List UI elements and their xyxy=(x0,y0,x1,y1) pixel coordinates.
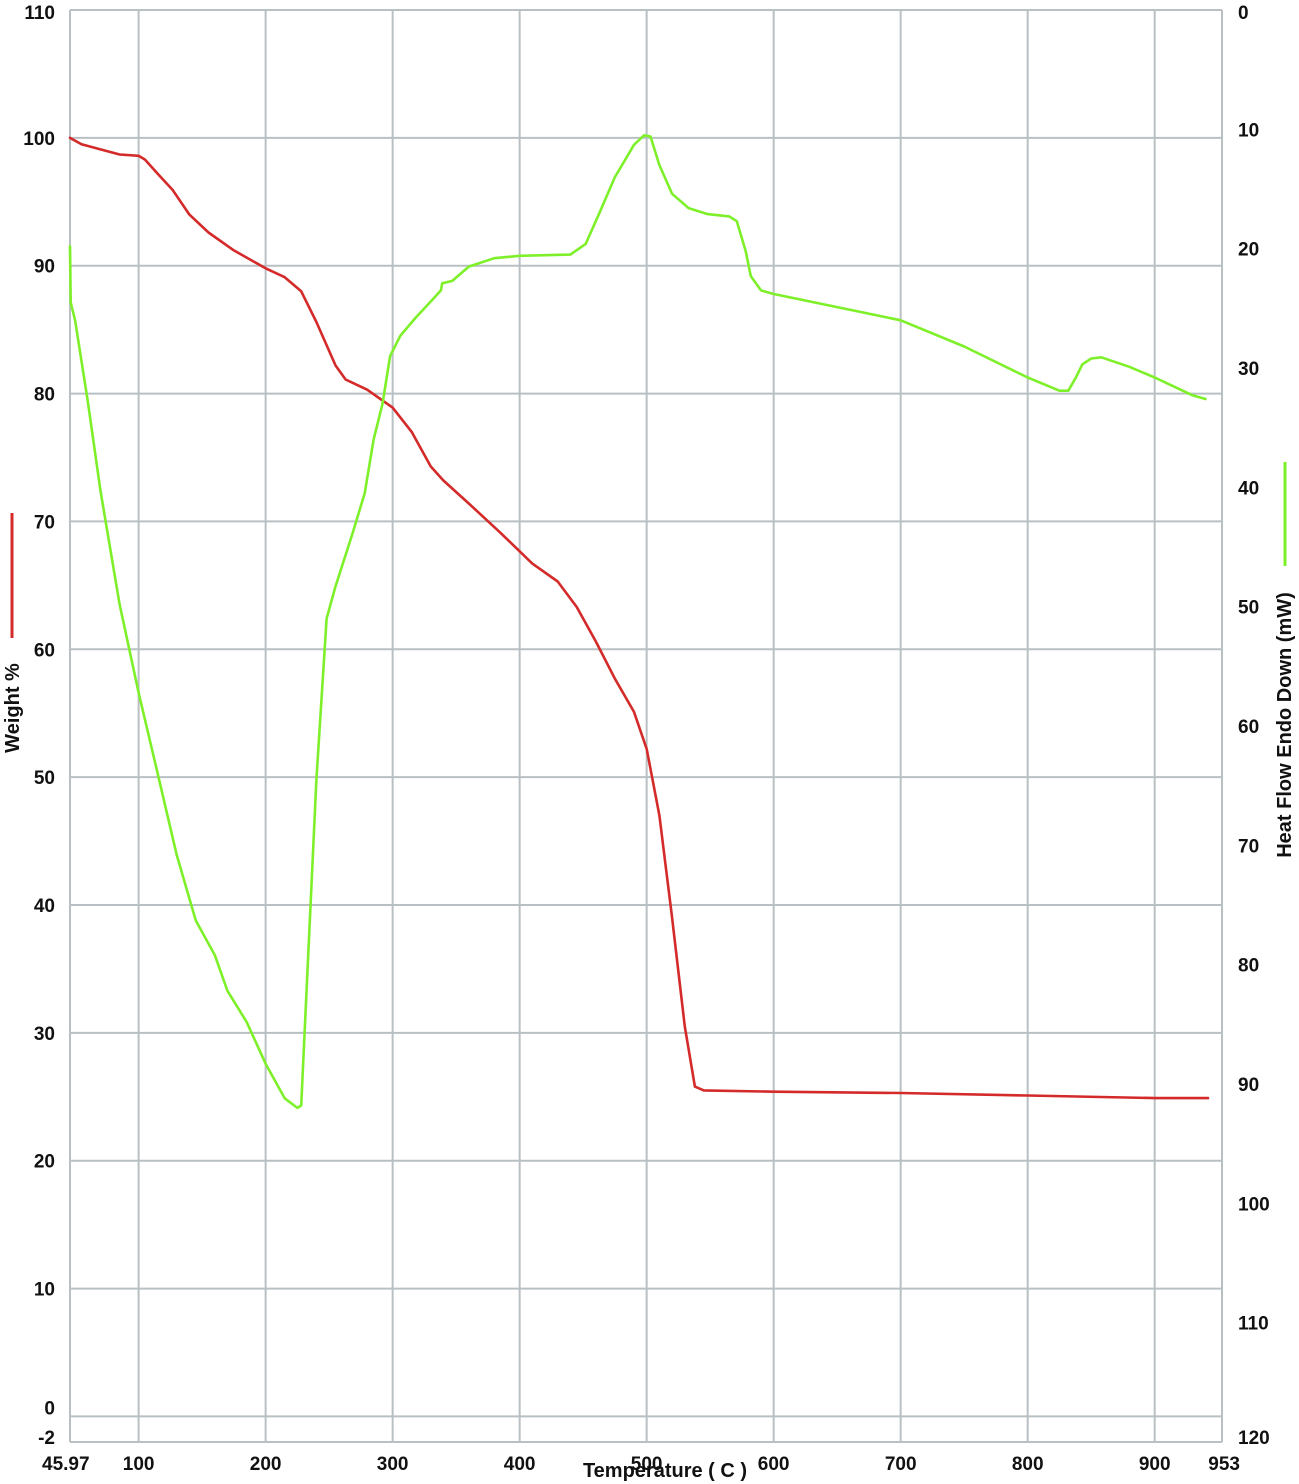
y-right-tick-label: 100 xyxy=(1238,1194,1270,1215)
x-tick-label: 800 xyxy=(1012,1454,1044,1475)
x-tick-label: 45.97 xyxy=(42,1454,90,1475)
y-left-tick-label: 0 xyxy=(44,1398,55,1419)
series-lines xyxy=(68,134,1210,1110)
x-tick-label: 600 xyxy=(758,1454,790,1475)
y-right-tick-label: 20 xyxy=(1238,240,1259,261)
y-right-tick-label: 110 xyxy=(1238,1314,1269,1335)
y-left-tick-label: 70 xyxy=(34,512,55,533)
y-right-tick-label: 70 xyxy=(1238,836,1259,857)
weight-series-line xyxy=(68,136,1210,1100)
y-right-tick-label: 90 xyxy=(1238,1075,1259,1096)
heat-flow-series-line xyxy=(68,134,1207,1110)
x-tick-label: 500 xyxy=(631,1454,663,1475)
y-right-tick-label: 60 xyxy=(1238,717,1259,738)
y-right-tick-label: 40 xyxy=(1238,478,1259,499)
x-axis-title: Temperature ( C ) xyxy=(583,1460,747,1482)
y-left-tick-label: 100 xyxy=(23,129,55,150)
y-left-tick-label: 110 xyxy=(24,3,55,24)
y-right-tick-label: 120 xyxy=(1238,1428,1270,1449)
x-tick-label: 700 xyxy=(885,1454,917,1475)
y-left-tick-label: -2 xyxy=(38,1428,55,1449)
x-tick-label: 200 xyxy=(250,1454,282,1475)
y-right-tick-label: 0 xyxy=(1238,3,1249,24)
y-left-tick-label: 50 xyxy=(34,768,55,789)
y-left-axis-title: Weight % xyxy=(2,663,24,753)
x-tick-label: 953 xyxy=(1208,1454,1240,1475)
y-left-tick-label: 10 xyxy=(34,1280,55,1301)
y-right-tick-label: 10 xyxy=(1238,120,1259,141)
tick-labels: 45.97 100 200 300 400 500 600 700 800 900 95311010… xyxy=(23,3,1269,1475)
x-tick-label: 400 xyxy=(504,1454,536,1475)
y-left-tick-label: 20 xyxy=(34,1152,55,1173)
y-right-tick-label: 50 xyxy=(1238,598,1259,619)
y-right-axis-title: Heat Flow Endo Down (mW) xyxy=(1274,592,1296,858)
x-tick-label: 300 xyxy=(377,1454,409,1475)
y-right-tick-label: 80 xyxy=(1238,956,1259,977)
y-left-tick-label: 80 xyxy=(34,385,55,406)
x-tick-label: 900 xyxy=(1139,1454,1171,1475)
grid-lines xyxy=(69,9,1223,1443)
y-right-tick-label: 30 xyxy=(1238,359,1259,380)
y-left-tick-label: 40 xyxy=(34,896,55,917)
x-tick-label: 100 xyxy=(123,1454,155,1475)
y-left-tick-label: 60 xyxy=(34,640,55,661)
y-left-tick-label: 90 xyxy=(34,257,55,278)
y-left-tick-label: 30 xyxy=(34,1024,55,1045)
